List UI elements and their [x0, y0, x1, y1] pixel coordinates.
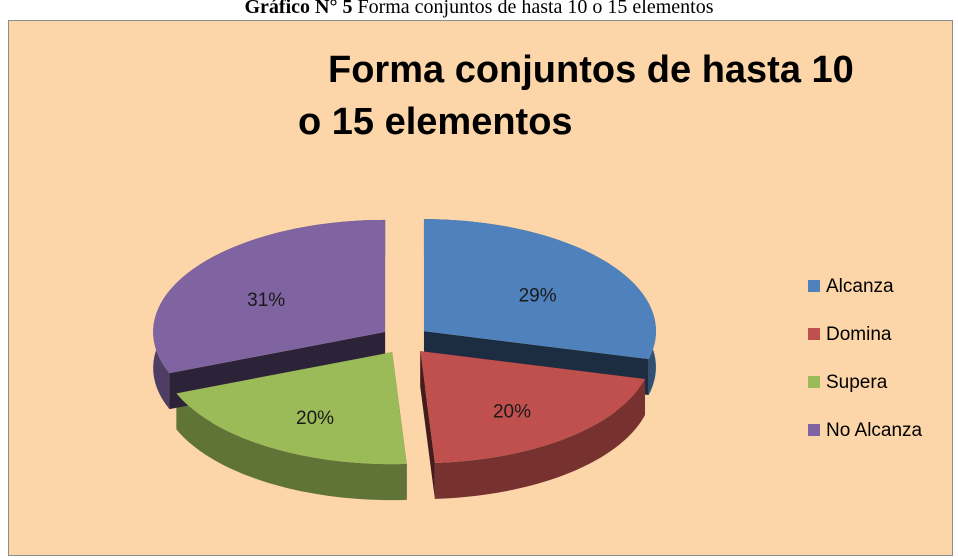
legend-label: No Alcanza	[826, 420, 923, 441]
legend-swatch	[808, 328, 820, 340]
legend-swatch	[808, 376, 820, 388]
caption-label: Gráfico N° 5	[244, 0, 353, 18]
data-label: 20%	[296, 408, 334, 429]
slice-side	[176, 393, 407, 501]
slice-wall	[420, 351, 435, 499]
legend-swatch	[808, 280, 820, 292]
legend-label: Domina	[826, 324, 892, 345]
legend-swatch	[808, 424, 820, 436]
caption-text: Forma conjuntos de hasta 10 o 15 element…	[357, 0, 714, 18]
chart-title: Forma conjuntos de hasta 10 o 15 element…	[298, 49, 854, 143]
legend-label: Alcanza	[826, 276, 894, 297]
slice-side	[434, 378, 646, 499]
slice	[176, 352, 407, 465]
slice	[423, 219, 656, 360]
legend-label: Supera	[826, 372, 888, 393]
data-label: 20%	[493, 402, 531, 423]
data-label: 31%	[247, 290, 285, 311]
caption: Gráfico N° 5 Forma conjuntos de hasta 10…	[0, 0, 958, 19]
slice	[420, 351, 646, 463]
slice	[153, 219, 386, 374]
data-label: 29%	[519, 286, 557, 307]
